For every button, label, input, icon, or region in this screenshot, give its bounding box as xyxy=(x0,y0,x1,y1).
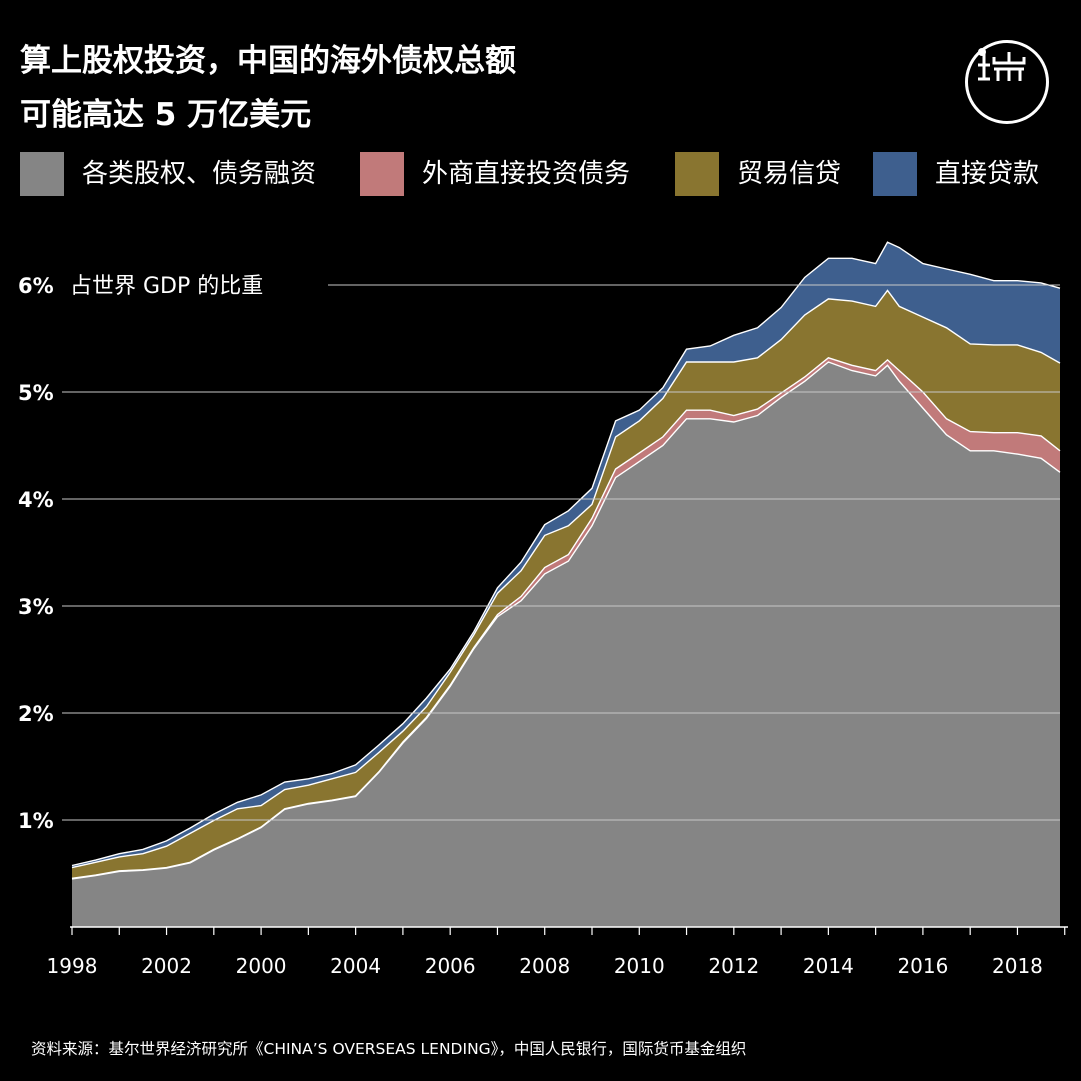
x-tick-label: 2016 xyxy=(897,954,948,978)
x-tick-label: 2010 xyxy=(614,954,665,978)
area-boundary-2 xyxy=(71,357,1061,879)
x-tick-label: 2004 xyxy=(330,954,381,978)
area-boundary-4 xyxy=(71,241,1061,867)
legend-swatch-equity-debt xyxy=(20,152,64,196)
x-tick-label: 2000 xyxy=(236,954,287,978)
x-tick-label: 2014 xyxy=(803,954,854,978)
x-tick-label: 2012 xyxy=(708,954,759,978)
legend-label-direct-loans: 直接贷款 xyxy=(935,159,1040,189)
y-axis-label: 占世界 GDP 的比重 xyxy=(70,274,263,299)
source-note: 资料来源：基尔世界经济研究所《CHINA’S OVERSEAS LENDING》… xyxy=(31,1040,747,1058)
x-tick-label: 1998 xyxy=(47,954,98,978)
publisher-logo xyxy=(965,40,1049,124)
legend-label-equity-debt: 各类股权、债务融资 xyxy=(82,159,317,189)
x-tick-label: 2002 xyxy=(141,954,192,978)
legend-label-trade-credit: 贸易信贷 xyxy=(737,159,842,189)
y-tick-label: 5% xyxy=(18,381,54,405)
y-tick-label: 1% xyxy=(18,809,54,833)
legend: 各类股权、债务融资 外商直接投资债务 贸易信贷 直接贷款 xyxy=(20,152,1065,196)
area-boundary-3 xyxy=(71,289,1061,869)
y-tick-label: 3% xyxy=(18,595,54,619)
area-series-4 xyxy=(72,242,1060,868)
chart-title: 算上股权投资，中国的海外债权总额 可能高达 5 万亿美元 xyxy=(20,34,516,142)
y-tick-label: 4% xyxy=(18,488,54,512)
legend-swatch-direct-loans xyxy=(873,152,917,196)
chart-title-line-2: 可能高达 5 万亿美元 xyxy=(20,97,312,133)
y-tick-label: 6% xyxy=(18,274,54,298)
y-tick-label: 2% xyxy=(18,702,54,726)
x-tick-label: 2006 xyxy=(425,954,476,978)
x-tick-label: 2008 xyxy=(519,954,570,978)
x-tick-label: 2018 xyxy=(992,954,1043,978)
area-series-3 xyxy=(72,290,1060,879)
area-series-1 xyxy=(72,362,1060,927)
chart-title-line-1: 算上股权投资，中国的海外债权总额 xyxy=(20,43,516,79)
legend-swatch-trade-credit xyxy=(675,152,719,196)
legend-swatch-fdi-debt xyxy=(360,152,404,196)
legend-label-fdi-debt: 外商直接投资债务 xyxy=(422,159,631,189)
